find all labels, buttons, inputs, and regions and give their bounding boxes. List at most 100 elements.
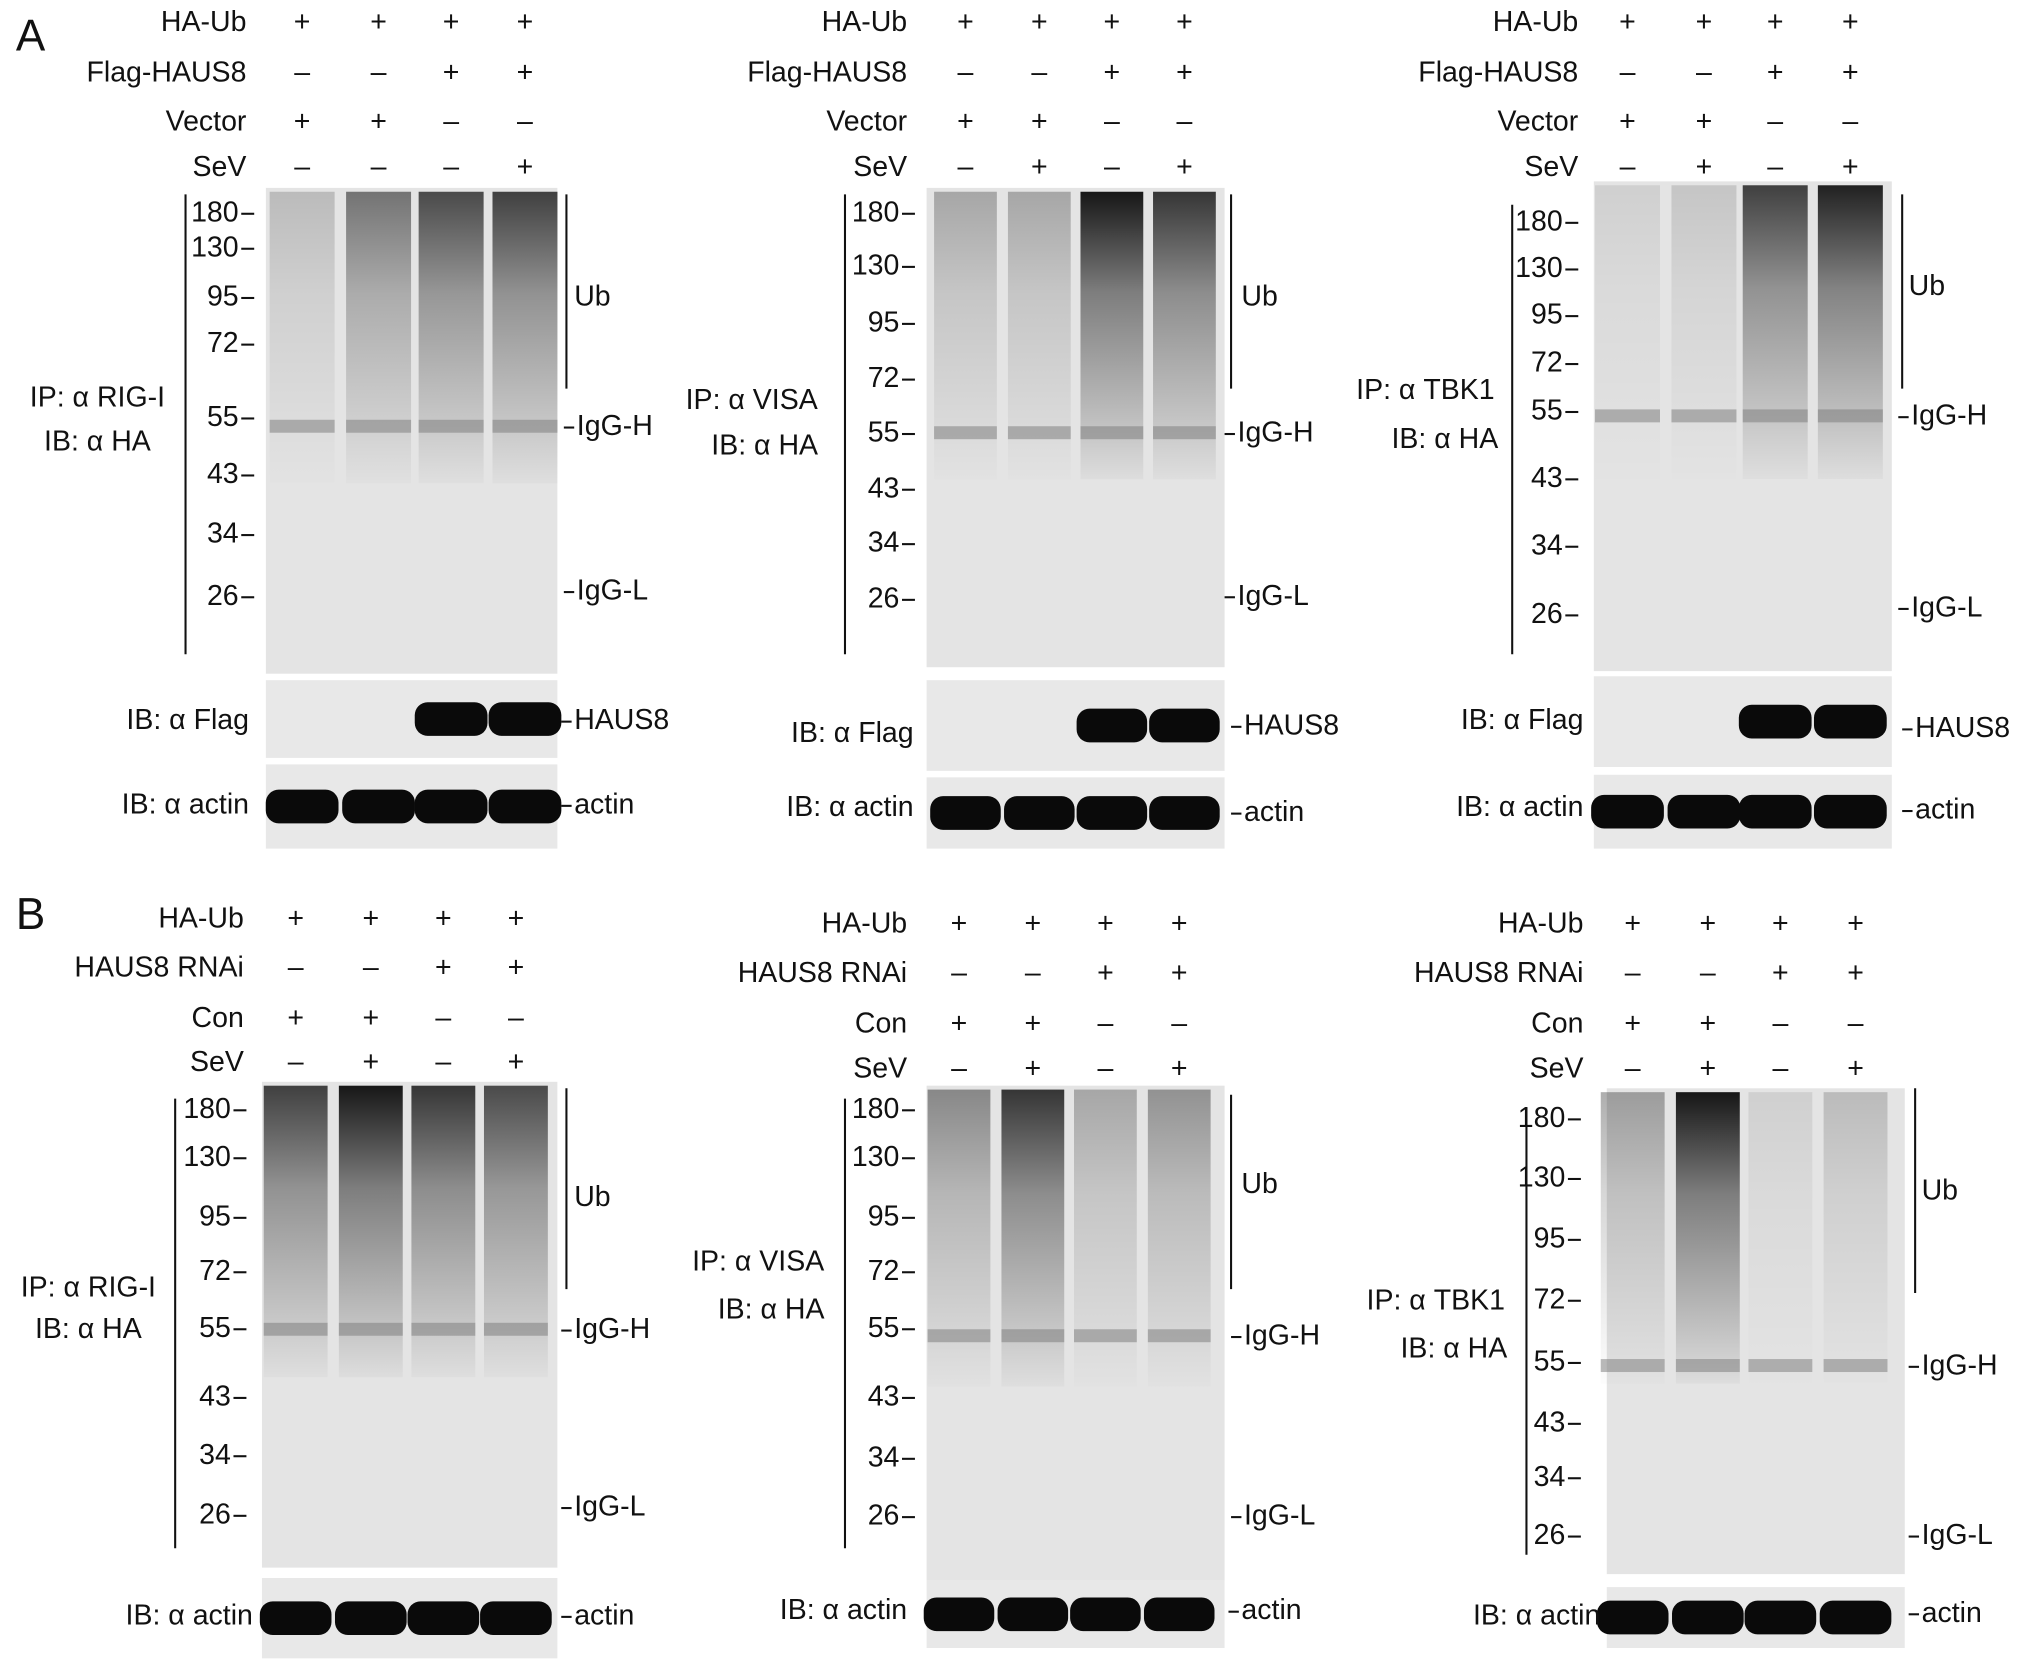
- igg-band: [1600, 1359, 1665, 1373]
- flag-band-label: HAUS8: [1244, 709, 1339, 741]
- marker-label: 72: [207, 327, 239, 359]
- ip-label: IP: α TBK1: [1367, 1285, 1505, 1317]
- lane-smear: [1823, 1092, 1888, 1384]
- marker-label: 180: [1518, 1102, 1566, 1134]
- actin-band: [1738, 794, 1812, 829]
- condition-sign: +: [1700, 1007, 1717, 1039]
- marker-label: 34: [868, 1441, 900, 1473]
- ib-label: IB: α HA: [44, 426, 151, 458]
- marker-label: 26: [868, 582, 900, 614]
- actin-band: [1672, 1600, 1744, 1635]
- igg-band: [492, 419, 558, 433]
- flag-band: [1149, 708, 1220, 743]
- flag-band: [1738, 704, 1812, 739]
- actin-band: [1813, 794, 1887, 829]
- band-label: Ub: [574, 281, 610, 313]
- condition-sign: +: [1700, 1053, 1717, 1085]
- marker-label: 180: [183, 1093, 231, 1125]
- condition-label: HA-Ub: [822, 908, 908, 940]
- condition-sign: –: [1031, 56, 1047, 88]
- marker-label: 55: [207, 401, 239, 433]
- flag-band-label: HAUS8: [574, 704, 669, 736]
- condition-sign: +: [435, 952, 452, 984]
- flag-ib-label: IB: α Flag: [791, 717, 914, 749]
- condition-label: Con: [1531, 1007, 1583, 1039]
- ip-label: IP: α TBK1: [1356, 374, 1494, 406]
- condition-label: SeV: [853, 1053, 907, 1085]
- condition-sign: +: [1097, 908, 1114, 940]
- condition-sign: –: [1625, 957, 1641, 989]
- actin-band: [997, 1597, 1069, 1632]
- condition-sign: –: [363, 952, 379, 984]
- condition-sign: +: [1842, 151, 1859, 183]
- flag-ib-label: IB: α Flag: [1461, 704, 1584, 736]
- igg-band: [411, 1322, 476, 1336]
- condition-sign: +: [1772, 908, 1789, 940]
- marker-label: 34: [1534, 1461, 1566, 1493]
- band-label: Ub: [1241, 1168, 1277, 1200]
- marker-label: 130: [183, 1141, 231, 1173]
- condition-label: Con: [855, 1007, 907, 1039]
- condition-sign: –: [1620, 56, 1636, 88]
- condition-sign: –: [958, 56, 974, 88]
- condition-sign: –: [1696, 56, 1712, 88]
- marker-label: 72: [1534, 1283, 1566, 1315]
- condition-sign: +: [287, 902, 304, 934]
- marker-label: 26: [868, 1500, 900, 1532]
- igg-band: [418, 419, 484, 433]
- ip-label: IP: α RIG-I: [21, 1272, 156, 1304]
- condition-sign: +: [1619, 6, 1636, 38]
- marker-label: 55: [868, 417, 900, 449]
- condition-sign: –: [1176, 106, 1192, 138]
- marker-label: 72: [868, 362, 900, 394]
- condition-sign: +: [1619, 106, 1636, 138]
- actin-band: [930, 796, 1001, 830]
- marker-label: 180: [1515, 205, 1563, 237]
- marker-label: 26: [1534, 1519, 1566, 1551]
- ib-label: IB: α HA: [1391, 423, 1498, 455]
- lane-smear: [1595, 185, 1660, 480]
- lane-smear: [1817, 185, 1883, 480]
- actin-band-label: actin: [1241, 1594, 1301, 1626]
- condition-sign: –: [1171, 1007, 1187, 1039]
- ip-label: IP: α VISA: [686, 384, 818, 416]
- condition-sign: +: [1171, 908, 1188, 940]
- condition-sign: –: [1104, 106, 1120, 138]
- marker-label: 34: [868, 527, 900, 559]
- condition-sign: –: [294, 151, 310, 183]
- condition-sign: +: [1104, 6, 1121, 38]
- condition-sign: –: [951, 1053, 967, 1085]
- igg-band: [1742, 409, 1808, 423]
- igg-band: [934, 426, 997, 440]
- condition-sign: +: [508, 902, 525, 934]
- condition-sign: –: [1104, 151, 1120, 183]
- marker-label: 180: [852, 196, 900, 228]
- lane-smear: [269, 191, 335, 484]
- actin-band: [1143, 1597, 1215, 1632]
- marker-label: 180: [191, 196, 239, 228]
- igg-band: [483, 1322, 548, 1336]
- condition-sign: –: [1772, 1053, 1788, 1085]
- marker-label: 26: [1531, 598, 1563, 630]
- condition-sign: +: [287, 1002, 304, 1034]
- actin-ib-label: IB: α actin: [786, 791, 913, 823]
- ib-label: IB: α HA: [711, 430, 818, 462]
- condition-sign: +: [951, 1007, 968, 1039]
- condition-label: Flag-HAUS8: [86, 56, 246, 88]
- marker-label: 95: [868, 1200, 900, 1232]
- condition-sign: +: [443, 6, 460, 38]
- actin-band-label: actin: [574, 1599, 634, 1631]
- condition-sign: –: [443, 106, 459, 138]
- igg-band: [263, 1322, 328, 1336]
- condition-sign: +: [1767, 6, 1784, 38]
- condition-sign: +: [508, 1046, 525, 1078]
- condition-sign: +: [1700, 908, 1717, 940]
- band-label: IgG-H: [1922, 1349, 1998, 1381]
- band-label: Ub: [1922, 1174, 1958, 1206]
- condition-label: HA-Ub: [1493, 6, 1579, 38]
- band-label: IgG-H: [1244, 1320, 1320, 1352]
- flag-band: [414, 702, 488, 736]
- flag-band: [1813, 704, 1887, 739]
- actin-band: [265, 789, 339, 824]
